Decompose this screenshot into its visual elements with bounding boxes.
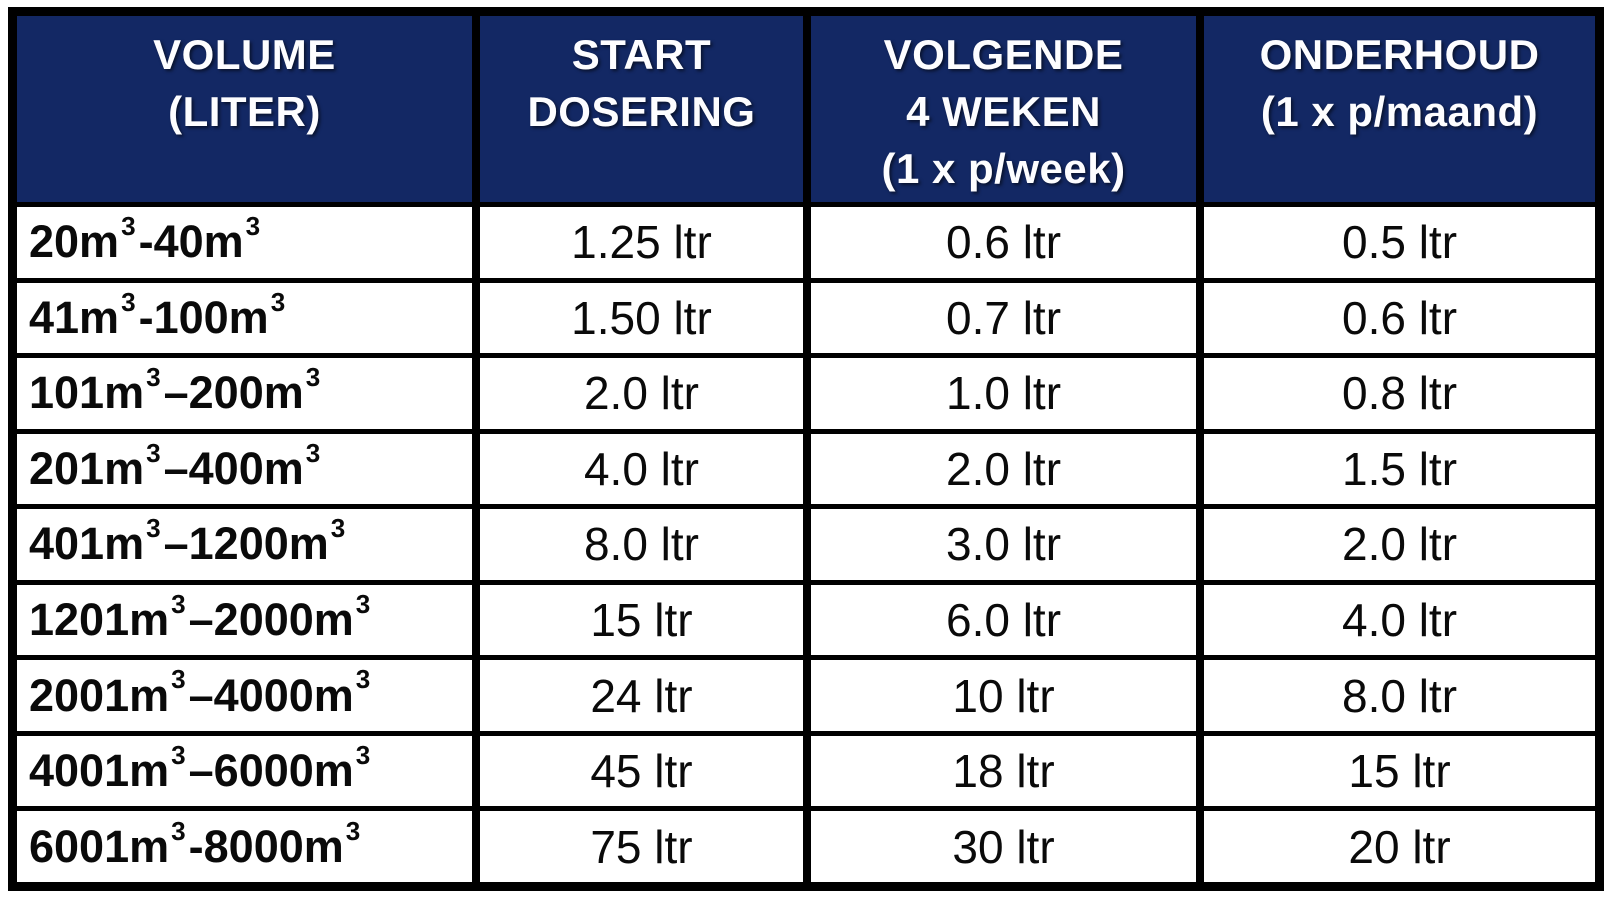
volume-range-cell: 401m 3 – 1200m 3 bbox=[17, 509, 472, 580]
header-volgende-line1: VOLGENDE bbox=[883, 31, 1124, 78]
volume-from: 2001m bbox=[29, 669, 170, 721]
volume-from: 1201m bbox=[29, 594, 170, 646]
volume-range-cell: 41m 3 - 100m 3 bbox=[17, 282, 472, 354]
range-dash: – bbox=[188, 669, 214, 721]
header-onderhoud: ONDERHOUD (1 x p/maand) bbox=[1204, 16, 1595, 202]
weekly-dose-cell: 1.0 ltr bbox=[810, 358, 1197, 429]
monthly-dose-cell: 0.8 ltr bbox=[1204, 358, 1595, 429]
header-start-line1: START bbox=[571, 31, 712, 78]
range-dash: - bbox=[138, 216, 154, 268]
header-start-dosering: START DOSERING bbox=[479, 16, 803, 202]
volume-from: 41m bbox=[29, 291, 120, 343]
weekly-dose-cell: 30 ltr bbox=[810, 811, 1197, 882]
start-dosering-cell: 2.0 ltr bbox=[479, 358, 803, 429]
volume-from: 101m bbox=[29, 367, 145, 419]
header-volgende-line3: (1 x p/week) bbox=[881, 145, 1126, 193]
start-dosering-cell: 1.50 ltr bbox=[479, 282, 803, 354]
volume-to: 8000m bbox=[203, 820, 344, 872]
header-volume-line1: VOLUME bbox=[153, 31, 336, 78]
volume-from: 201m bbox=[29, 442, 145, 494]
start-dosering-cell: 45 ltr bbox=[479, 735, 803, 807]
dosing-table: VOLUME (LITER) START DOSERING VOLGENDE 4… bbox=[8, 7, 1604, 891]
header-onderhoud-line2: (1 x p/maand) bbox=[1260, 88, 1539, 136]
header-onderhoud-line1: ONDERHOUD bbox=[1259, 31, 1540, 78]
weekly-dose-cell: 10 ltr bbox=[810, 660, 1197, 731]
volume-range-cell: 4001m 3 – 6000m 3 bbox=[17, 735, 472, 807]
header-start-line2: DOSERING bbox=[527, 88, 756, 136]
header-volgende-line2: 4 WEKEN bbox=[906, 88, 1101, 136]
volume-range-cell: 20m 3 - 40m 3 bbox=[17, 207, 472, 278]
volume-range-cell: 6001m 3- 8000m 3 bbox=[17, 811, 472, 882]
volume-range-cell: 201m 3 – 400m 3 bbox=[17, 433, 472, 505]
volume-range-cell: 2001m 3 – 4000m 3 bbox=[17, 660, 472, 731]
volume-to: 1200m bbox=[188, 518, 329, 570]
volume-from: 20m bbox=[29, 216, 120, 268]
volume-to: 200m bbox=[188, 367, 304, 419]
volume-from: 4001m bbox=[29, 745, 170, 797]
header-volume: VOLUME (LITER) bbox=[17, 16, 472, 202]
monthly-dose-cell: 0.5 ltr bbox=[1204, 207, 1595, 278]
volume-to: 100m bbox=[153, 291, 269, 343]
range-dash: – bbox=[163, 367, 189, 419]
monthly-dose-cell: 15 ltr bbox=[1204, 735, 1595, 807]
weekly-dose-cell: 3.0 ltr bbox=[810, 509, 1197, 580]
monthly-dose-cell: 1.5 ltr bbox=[1204, 433, 1595, 505]
monthly-dose-cell: 2.0 ltr bbox=[1204, 509, 1595, 580]
volume-to: 2000m bbox=[213, 594, 354, 646]
volume-to: 400m bbox=[188, 442, 304, 494]
range-dash: - bbox=[188, 820, 204, 872]
start-dosering-cell: 8.0 ltr bbox=[479, 509, 803, 580]
weekly-dose-cell: 18 ltr bbox=[810, 735, 1197, 807]
range-dash: – bbox=[188, 594, 214, 646]
volume-range-cell: 101m 3 – 200m 3 bbox=[17, 358, 472, 429]
start-dosering-cell: 15 ltr bbox=[479, 584, 803, 656]
weekly-dose-cell: 0.6 ltr bbox=[810, 207, 1197, 278]
monthly-dose-cell: 8.0 ltr bbox=[1204, 660, 1595, 731]
monthly-dose-cell: 0.6 ltr bbox=[1204, 282, 1595, 354]
volume-to: 6000m bbox=[213, 745, 354, 797]
volume-range-cell: 1201m 3 – 2000m 3 bbox=[17, 584, 472, 656]
volume-from: 6001m bbox=[29, 820, 170, 872]
volume-to: 4000m bbox=[213, 669, 354, 721]
volume-to: 40m bbox=[153, 216, 244, 268]
header-volgende-4-weken: VOLGENDE 4 WEKEN (1 x p/week) bbox=[810, 16, 1197, 202]
start-dosering-cell: 1.25 ltr bbox=[479, 207, 803, 278]
monthly-dose-cell: 20 ltr bbox=[1204, 811, 1595, 882]
range-dash: – bbox=[188, 745, 214, 797]
dosing-table-grid: VOLUME (LITER) START DOSERING VOLGENDE 4… bbox=[17, 16, 1595, 882]
weekly-dose-cell: 0.7 ltr bbox=[810, 282, 1197, 354]
range-dash: – bbox=[163, 442, 189, 494]
weekly-dose-cell: 2.0 ltr bbox=[810, 433, 1197, 505]
volume-from: 401m bbox=[29, 518, 145, 570]
range-dash: – bbox=[163, 518, 189, 570]
header-volume-line2: (LITER) bbox=[168, 88, 321, 136]
start-dosering-cell: 75 ltr bbox=[479, 811, 803, 882]
start-dosering-cell: 24 ltr bbox=[479, 660, 803, 731]
monthly-dose-cell: 4.0 ltr bbox=[1204, 584, 1595, 656]
weekly-dose-cell: 6.0 ltr bbox=[810, 584, 1197, 656]
range-dash: - bbox=[138, 291, 154, 343]
start-dosering-cell: 4.0 ltr bbox=[479, 433, 803, 505]
